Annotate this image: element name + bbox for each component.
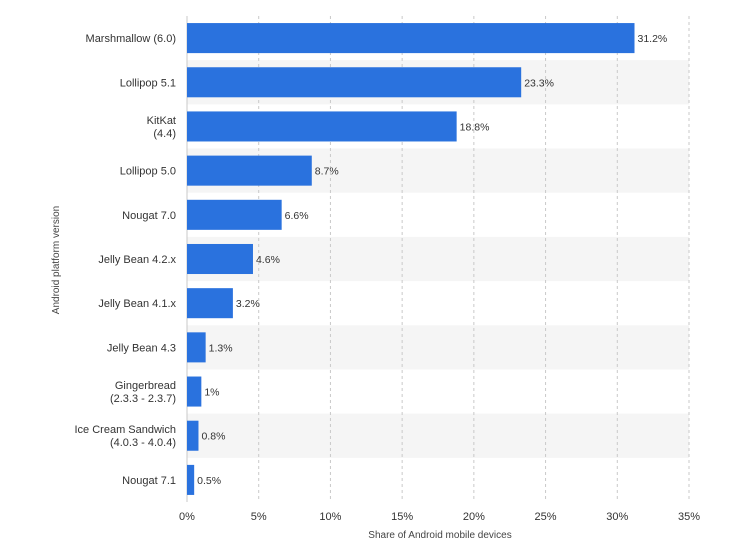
category-label: Marshmallow (6.0) bbox=[86, 33, 176, 45]
bar bbox=[187, 464, 195, 495]
data-label: 0.5% bbox=[197, 475, 221, 487]
bar bbox=[187, 243, 253, 275]
y-axis-title: Android platform version bbox=[51, 206, 62, 314]
category-label: Gingerbread (2.3.3 - 2.3.7) bbox=[110, 380, 176, 405]
category-label: Nougat 7.1 bbox=[122, 475, 176, 487]
bars bbox=[187, 23, 635, 495]
x-tick-label: 0% bbox=[179, 511, 195, 523]
row-band bbox=[187, 413, 689, 458]
category-label: KitKat (4.4) bbox=[147, 115, 176, 140]
row-band bbox=[187, 236, 689, 282]
bar bbox=[187, 67, 522, 98]
bar bbox=[187, 376, 202, 407]
data-label: 18.8% bbox=[460, 121, 490, 133]
x-axis-title: Share of Android mobile devices bbox=[368, 530, 511, 541]
category-labels: Marshmallow (6.0) Lollipop 5.1 KitKat (4.4)… bbox=[75, 33, 177, 487]
x-tick-label: 10% bbox=[319, 511, 341, 523]
bar bbox=[187, 332, 206, 363]
data-label: 4.6% bbox=[256, 254, 280, 266]
data-label: 23.3% bbox=[524, 77, 554, 89]
x-tick-label: 5% bbox=[251, 511, 267, 523]
data-label: 31.2% bbox=[637, 33, 667, 45]
data-label: 0.8% bbox=[201, 431, 225, 443]
category-label: Jelly Bean 4.2.x bbox=[98, 254, 176, 266]
bar bbox=[187, 155, 312, 186]
category-label: Ice Cream Sandwich (4.0.3 - 4.0.4) bbox=[75, 424, 177, 449]
category-label: Nougat 7.0 bbox=[122, 210, 176, 222]
data-label: 8.7% bbox=[315, 166, 339, 178]
bar bbox=[187, 288, 233, 319]
data-label: 1.3% bbox=[209, 342, 233, 354]
bar bbox=[187, 420, 199, 451]
row-bands bbox=[187, 60, 689, 458]
x-tick-label: 15% bbox=[391, 511, 413, 523]
x-tick-label: 30% bbox=[606, 511, 628, 523]
category-label: Lollipop 5.0 bbox=[120, 166, 176, 178]
row-band bbox=[187, 325, 689, 370]
bar bbox=[187, 111, 457, 142]
x-tick-label: 25% bbox=[535, 511, 557, 523]
bar bbox=[187, 199, 282, 230]
data-label: 3.2% bbox=[236, 298, 260, 310]
value-labels: 31.2% 23.3% 18.8% 8.7% 6.6% 4.6% 3.2% 1.3% 1% 0.8… bbox=[197, 33, 667, 487]
category-label: Lollipop 5.1 bbox=[120, 77, 176, 89]
category-label: Jelly Bean 4.3 bbox=[107, 342, 176, 354]
data-label: 1% bbox=[204, 387, 219, 399]
category-label: Jelly Bean 4.1.x bbox=[98, 298, 176, 310]
x-tick-label: 35% bbox=[678, 511, 700, 523]
x-tick-labels: 0% 5% 10% 15% 20% 25% 30% 35% bbox=[179, 511, 700, 523]
x-tick-label: 20% bbox=[463, 511, 485, 523]
data-label: 6.6% bbox=[285, 210, 309, 222]
bar bbox=[187, 23, 635, 54]
